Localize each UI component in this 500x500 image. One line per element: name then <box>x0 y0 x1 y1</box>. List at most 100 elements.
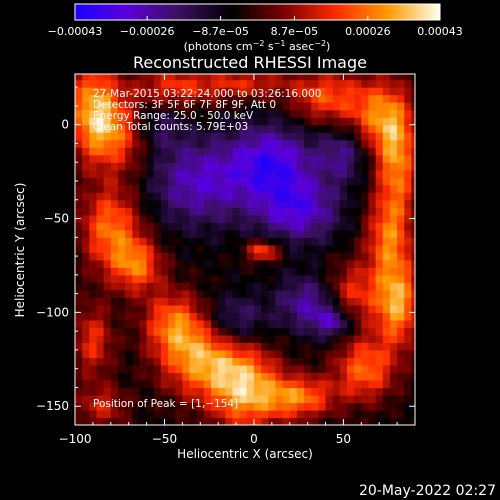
heatmap-cell <box>361 199 370 208</box>
heatmap-cell <box>160 304 169 313</box>
heatmap-cell <box>289 229 298 238</box>
heatmap-cell <box>182 387 191 396</box>
heatmap-cell <box>153 102 162 111</box>
heatmap-cell <box>404 207 413 216</box>
heatmap-cell <box>275 139 284 148</box>
heatmap-cell <box>132 147 141 156</box>
heatmap-cell <box>189 289 198 298</box>
heatmap-cell <box>168 274 176 283</box>
heatmap-cell <box>404 139 413 148</box>
heatmap-cell <box>89 395 98 404</box>
heatmap-cell <box>296 229 305 238</box>
heatmap-cell <box>368 372 377 381</box>
heatmap-cell <box>375 304 384 313</box>
heatmap-cell <box>168 192 176 201</box>
heatmap-cell <box>125 417 133 425</box>
heatmap-cell <box>146 154 155 163</box>
heatmap-cell <box>139 87 148 96</box>
heatmap-cell <box>253 132 262 141</box>
heatmap-cell <box>411 222 415 231</box>
heatmap-cell <box>211 402 219 411</box>
heatmap-cell <box>382 334 391 343</box>
heatmap-cell <box>304 334 312 343</box>
heatmap-cell <box>125 297 133 306</box>
heatmap-cell <box>103 132 112 141</box>
heatmap-cell <box>368 342 377 351</box>
heatmap-cell <box>168 132 176 141</box>
heatmap-cell <box>375 207 384 216</box>
heatmap-cell <box>354 192 362 201</box>
heatmap-cell <box>361 109 370 118</box>
heatmap-cell <box>389 252 398 261</box>
heatmap-cell <box>268 372 277 381</box>
heatmap-cell <box>211 244 219 253</box>
heatmap-cell <box>232 132 241 141</box>
heatmap-cell <box>246 207 255 216</box>
heatmap-cell <box>389 169 398 178</box>
heatmap-cell <box>304 192 312 201</box>
heatmap-cell <box>325 184 334 193</box>
heatmap-cell <box>89 109 98 118</box>
heatmap-cell <box>125 252 133 261</box>
heatmap-cell <box>196 222 205 231</box>
heatmap-cell <box>318 297 327 306</box>
heatmap-cell <box>368 199 377 208</box>
heatmap-cell <box>117 117 126 126</box>
heatmap-cell <box>261 192 269 201</box>
heatmap-cell <box>354 109 362 118</box>
heatmap-cell <box>389 244 398 253</box>
heatmap-cell <box>318 342 327 351</box>
heatmap-cell <box>132 102 141 111</box>
heatmap-cell <box>289 267 298 276</box>
heatmap-cell <box>139 349 148 358</box>
heatmap-cell <box>110 372 119 381</box>
heatmap-cell <box>253 334 262 343</box>
heatmap-cell <box>282 395 291 404</box>
heatmap-cell <box>253 312 262 321</box>
heatmap-cell <box>397 154 405 163</box>
heatmap-cell <box>239 402 248 411</box>
heatmap-cell <box>117 395 126 404</box>
heatmap-cell <box>289 87 298 96</box>
heatmap-cell <box>103 229 112 238</box>
heatmap-cell <box>282 207 291 216</box>
heatmap-cell <box>203 312 212 321</box>
heatmap-cell <box>325 319 334 328</box>
heatmap-cell <box>168 162 176 171</box>
heatmap-cell <box>132 222 141 231</box>
heatmap-cell <box>96 154 105 163</box>
heatmap-cell <box>110 169 119 178</box>
heatmap-cell <box>196 162 205 171</box>
heatmap-cell <box>311 162 319 171</box>
heatmap-cell <box>282 162 291 171</box>
heatmap-cell <box>189 229 198 238</box>
heatmap-cell <box>218 94 226 103</box>
heatmap-cell <box>225 267 234 276</box>
heatmap-cell <box>182 297 191 306</box>
heatmap-cell <box>347 162 355 171</box>
heatmap-cell <box>153 74 162 81</box>
heatmap-cell <box>253 94 262 103</box>
heatmap-cell <box>389 132 398 141</box>
heatmap-cell <box>218 372 226 381</box>
heatmap-cell <box>239 244 248 253</box>
heatmap-cell <box>368 94 377 103</box>
heatmap-cell <box>411 334 415 343</box>
heatmap-cell <box>318 124 327 133</box>
heatmap-cell <box>325 327 334 336</box>
heatmap-cell <box>89 222 98 231</box>
heatmap-cell <box>232 199 241 208</box>
heatmap-cell <box>311 327 319 336</box>
heatmap-cell <box>117 177 126 186</box>
heatmap-cell <box>268 267 277 276</box>
heatmap-cell <box>211 117 219 126</box>
heatmap-cell <box>404 304 413 313</box>
heatmap-cell <box>347 364 355 373</box>
heatmap-cell <box>218 410 226 419</box>
heatmap-cell <box>318 132 327 141</box>
heatmap-cell <box>182 87 191 96</box>
heatmap-cell <box>125 147 133 156</box>
heatmap-cell <box>311 274 319 283</box>
heatmap-cell <box>304 184 312 193</box>
heatmap-cell <box>296 252 305 261</box>
